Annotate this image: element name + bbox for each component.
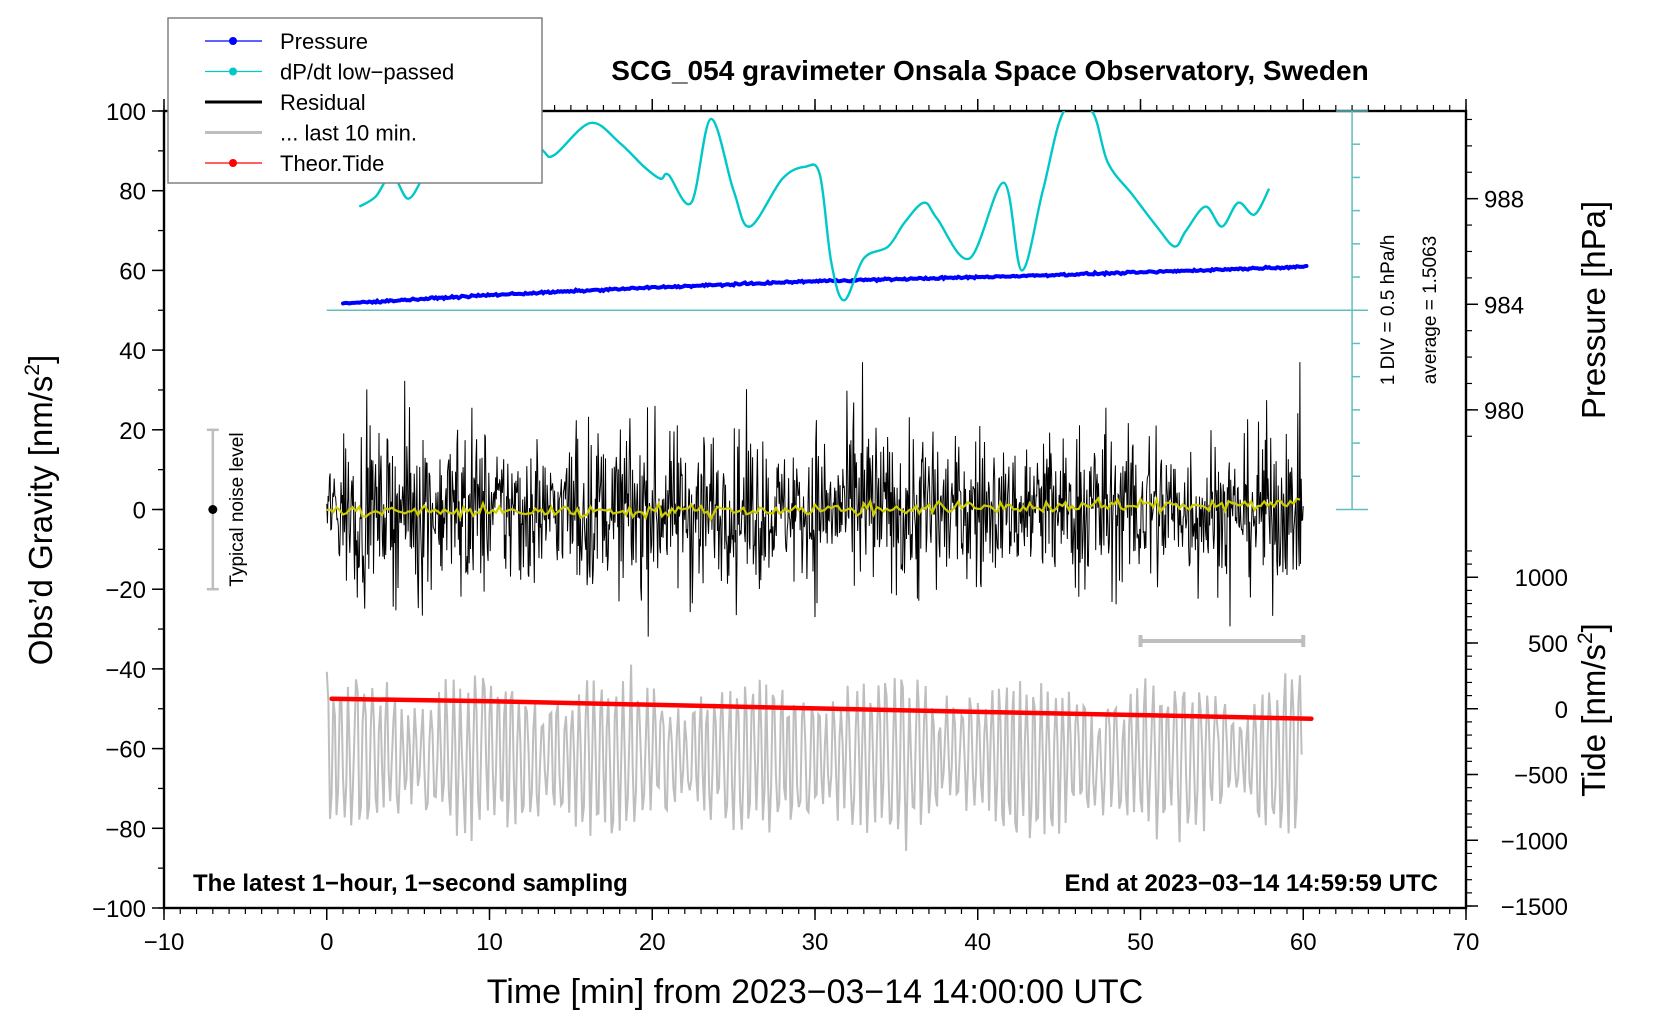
bottom-tick-label: 20 xyxy=(639,929,666,956)
pressure-tick-label: 984 xyxy=(1484,292,1524,319)
noise-level-label: Typical noise level xyxy=(227,432,248,586)
left-axis: 100 80 60 40 20 0 −20 −40 −60 −80 −100 xyxy=(92,99,164,923)
legend-entry: dP/dt low−passed xyxy=(205,60,454,85)
legend: Pressure dP/dt low−passed Residual ... last… xyxy=(167,17,543,184)
left-tick-label: −60 xyxy=(105,737,146,764)
left-tick-label: 0 xyxy=(133,498,146,525)
legend-items: Pressure dP/dt low−passed Residual ... last… xyxy=(205,29,454,176)
chart-title: SCG_054 gravimeter Onsala Space Observat… xyxy=(611,55,1368,86)
legend-entry: Theor.Tide xyxy=(205,151,384,176)
tide-tick-label: −1500 xyxy=(1501,894,1568,921)
x-axis-label: Time [min] from 2023−03−14 14:00:00 UTC xyxy=(487,973,1143,1011)
pressure-tick-label: 988 xyxy=(1484,187,1524,214)
tide-tick-label: 0 xyxy=(1555,697,1568,724)
pressure-line xyxy=(341,264,1309,306)
bottom-tick-label: 30 xyxy=(802,929,829,956)
legend-label: dP/dt low−passed xyxy=(280,60,454,85)
pressure-axis: 988 984 980 xyxy=(1466,118,1524,437)
legend-label: ... last 10 min. xyxy=(280,121,417,146)
pressure-tick-label: 980 xyxy=(1484,398,1524,425)
left-tick-label: −40 xyxy=(105,657,146,684)
legend-label: Residual xyxy=(280,90,366,115)
left-tick-label: 100 xyxy=(106,99,146,126)
bottom-tick-label: 60 xyxy=(1290,929,1317,956)
bottom-tick-label: 50 xyxy=(1127,929,1154,956)
left-axis-label: Obs’d Gravity [nm/s2] xyxy=(21,355,59,666)
tide-tick-label: −500 xyxy=(1514,763,1568,790)
tide-tick-label: 500 xyxy=(1528,631,1568,658)
end-time-annotation: End at 2023−03−14 14:59:59 UTC xyxy=(1064,870,1438,897)
tide-axis-label-sup: 2 xyxy=(1574,632,1597,644)
residual-smoothed-line xyxy=(326,495,1301,522)
tide-tick-label: 1000 xyxy=(1515,565,1568,592)
sampling-annotation: The latest 1−hour, 1−second sampling xyxy=(193,870,628,897)
bottom-tick-label: −10 xyxy=(144,929,185,956)
bottom-tick-label: 40 xyxy=(964,929,991,956)
left-tick-label: 40 xyxy=(119,338,146,365)
dpdt-scale xyxy=(326,110,1369,511)
last-10-min-bar xyxy=(1138,635,1306,648)
legend-entry: Pressure xyxy=(205,29,368,54)
tide-tick-label: −1000 xyxy=(1501,828,1568,855)
dpdt-div-label: 1 DIV = 0.5 hPa/h xyxy=(1378,235,1399,386)
noise-bar-center-dot xyxy=(208,505,218,514)
legend-swatch-marker xyxy=(229,37,237,45)
last-10-min-line xyxy=(325,664,1303,851)
left-tick-label: −80 xyxy=(105,816,146,843)
bottom-tick-label: 10 xyxy=(476,929,503,956)
residual-line xyxy=(326,362,1304,637)
left-tick-label: −20 xyxy=(105,577,146,604)
left-tick-label: 60 xyxy=(119,258,146,285)
bottom-tick-label: 70 xyxy=(1453,929,1480,956)
tide-axis-label-main: Tide [nm/s xyxy=(1575,644,1612,797)
legend-label: Pressure xyxy=(280,29,368,54)
legend-entry: ... last 10 min. xyxy=(205,121,417,146)
pressure-axis-label: Pressure [hPa] xyxy=(1575,201,1612,419)
noise-level-bar xyxy=(206,428,219,591)
bottom-axis: −10 0 10 20 30 40 50 60 70 xyxy=(144,908,1480,956)
legend-swatch-marker xyxy=(229,159,237,167)
left-tick-label: 20 xyxy=(119,418,146,445)
tide-axis-label: Tide [nm/s2] xyxy=(1574,623,1612,797)
left-tick-label: −100 xyxy=(92,896,146,923)
legend-swatch-marker xyxy=(229,67,237,76)
theor-tide-line xyxy=(329,696,1314,721)
tide-axis-label-end: ] xyxy=(1575,623,1612,632)
left-axis-label-end: ] xyxy=(22,355,59,364)
left-axis-label-main: Obs’d Gravity [nm/s xyxy=(22,376,59,666)
legend-label: Theor.Tide xyxy=(280,151,384,176)
left-axis-label-sup: 2 xyxy=(21,364,44,376)
legend-entry: Residual xyxy=(205,90,366,115)
tide-axis: 1000 500 0 −500 −1000 −1500 xyxy=(1466,550,1568,921)
series-layer xyxy=(325,111,1314,851)
dpdt-average-label: average = 1.5063 xyxy=(1420,236,1441,384)
bottom-tick-label: 0 xyxy=(320,929,333,956)
left-tick-label: 80 xyxy=(119,179,146,206)
